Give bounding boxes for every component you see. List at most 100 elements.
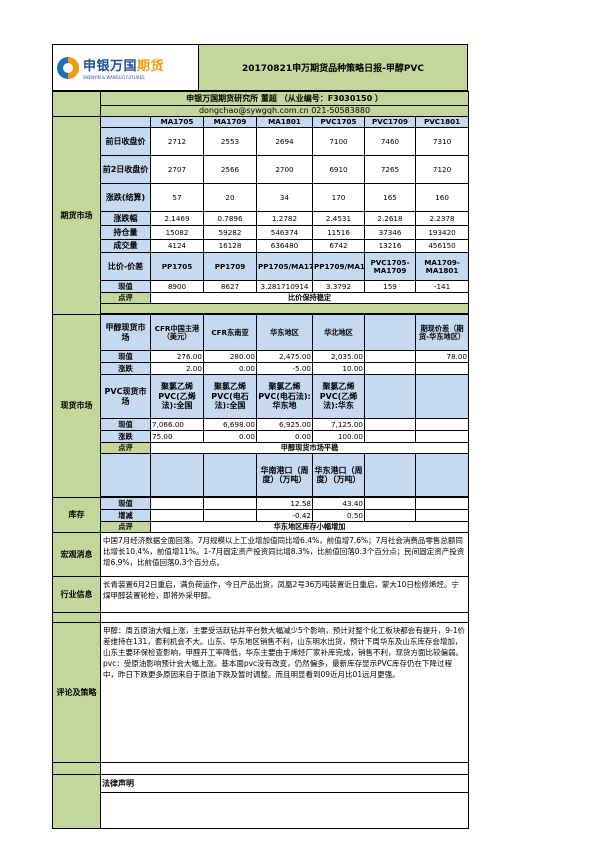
col-header: 聚氯乙烯PVC(电石法):华东地 — [256, 374, 313, 419]
row-label: 涨跌 — [100, 362, 151, 375]
inventory-comment: 华东地区库存小幅增加 — [149, 521, 470, 533]
table-cell: 7265 — [364, 155, 416, 184]
table-cell: 34 — [256, 183, 313, 212]
table-cell: 2712 — [150, 127, 204, 156]
row-label: 前2日收盘价 — [100, 155, 151, 184]
table-cell: 636480 — [256, 239, 313, 253]
table-cell: 2.4531 — [312, 211, 365, 226]
table-cell: 8627 — [203, 280, 257, 293]
section-futures: 期货市场 — [52, 116, 101, 315]
table-cell: 546374 — [256, 225, 313, 240]
table-cell: 6742 — [312, 239, 365, 253]
table-cell: -5.00 — [256, 362, 313, 375]
col-header: PP1705 — [150, 252, 204, 281]
table-cell: 160 — [414, 183, 470, 212]
table-cell: 75.00 — [150, 430, 204, 443]
table-cell: 7100 — [312, 127, 365, 156]
row-label: 现值 — [100, 280, 151, 293]
table-cell: 7310 — [414, 127, 470, 156]
col-header: 期现价差（期货-华东地区） — [414, 314, 470, 351]
table-cell: 2700 — [256, 155, 313, 184]
col-header: PVC1709 — [364, 116, 416, 128]
table-cell: 0.50 — [312, 509, 365, 522]
row-label: 成交量 — [100, 239, 151, 253]
futures-comment: 比价保持稳定 — [149, 292, 470, 304]
table-cell: 6910 — [312, 155, 365, 184]
row-label: 点评 — [100, 521, 151, 533]
table-cell: 15082 — [150, 225, 204, 240]
col-header: 聚氯乙烯PVC(乙烯法):全国 — [150, 374, 204, 419]
table-cell: 2694 — [256, 127, 313, 156]
table-cell: 10.00 — [312, 362, 365, 375]
section-spot: 现货市场 — [52, 314, 101, 498]
spot-comment: 甲醇现货市场平稳 — [149, 442, 470, 454]
table-cell: 13216 — [364, 239, 416, 253]
table-cell: 159 — [364, 280, 416, 293]
section-inventory: 库存 — [52, 497, 101, 533]
col-header: MA1801 — [256, 116, 313, 128]
col-header: CFR东南亚 — [203, 314, 257, 351]
table-cell: 2.1469 — [150, 211, 204, 226]
strategy-methanol: 甲醇：周五原油大幅上涨，主要受活跃钻井平台数大幅减少5个影响，预计对整个化工板块… — [103, 626, 466, 657]
logo-emblem-icon — [57, 56, 79, 79]
table-cell: 78.00 — [414, 350, 470, 363]
table-cell: 1.2782 — [256, 211, 313, 226]
row-label: 现值 — [100, 418, 151, 431]
logo-text-cn: 申银万国期货 — [83, 59, 165, 74]
col-header: CFR中国主港（美元） — [150, 314, 204, 351]
table-cell: 165 — [364, 183, 416, 212]
row-label: 甲醇现货市场 — [100, 314, 151, 351]
col-header: 华东地区 — [256, 314, 313, 351]
table-cell: 276.00 — [150, 350, 204, 363]
table-cell: 3.3792 — [312, 280, 365, 293]
row-label: 比价-价差 — [100, 252, 151, 281]
table-cell: 7,066.00 — [150, 418, 204, 431]
table-cell: 57 — [150, 183, 204, 212]
table-cell: 193420 — [414, 225, 470, 240]
row-label: 涨跌 — [100, 430, 151, 443]
report-table: 申银万国期货研究所 董超 （从业编号：F3030150 ） dongchao@s… — [52, 91, 470, 829]
table-cell: 2.2618 — [364, 211, 416, 226]
table-cell: 2566 — [203, 155, 257, 184]
table-cell: 59282 — [203, 225, 257, 240]
col-header: PP1709/MA1709 — [312, 252, 365, 281]
logo-text-en: SHENYIN & WANGUO FUTURES — [83, 75, 145, 80]
macro-text: 中国7月经济数据全面回落。7月规模以上工业增加值同比增6.4%，前值增7.6%；… — [99, 532, 470, 577]
table-cell: 2.00 — [150, 362, 204, 375]
table-cell: 8900 — [150, 280, 204, 293]
col-header: PVC1705-MA1709 — [364, 252, 416, 281]
col-header: 华北地区 — [312, 314, 365, 351]
section-industry: 行业信息 — [52, 576, 101, 613]
table-cell: 43.40 — [312, 497, 365, 510]
table-cell: 0.00 — [203, 362, 257, 375]
row-label: 点评 — [100, 442, 151, 454]
section-macro: 宏观消息 — [52, 532, 101, 577]
table-cell: -0.42 — [256, 509, 313, 522]
industry-text: 长青装置6月2日重启，满负荷运作，今日产品出货，凤凰2号36万吨装置近日重启，蒙… — [99, 576, 470, 613]
col-header: 聚氯乙烯PVC(电石法):全国 — [203, 374, 257, 419]
table-cell: 11516 — [312, 225, 365, 240]
table-cell: 2553 — [203, 127, 257, 156]
company-logo: 申银万国期货 SHENYIN & WANGUO FUTURES — [53, 45, 199, 90]
legal-heading: 法律声明 — [99, 774, 470, 793]
col-header: PVC1705 — [312, 116, 365, 128]
report-title: 20170821申万期货品种策略日报-甲醇PVC — [241, 64, 424, 74]
info-spacer — [52, 91, 101, 117]
col-header: PP1705/MA1705 — [256, 252, 313, 281]
table-cell: 37346 — [364, 225, 416, 240]
report-header: 申银万国期货 SHENYIN & WANGUO FUTURES 20170821… — [52, 44, 468, 91]
table-cell: 100.00 — [312, 430, 365, 443]
row-label: 增减 — [100, 509, 151, 522]
table-cell: -141 — [414, 280, 470, 293]
table-cell: 4124 — [150, 239, 204, 253]
table-cell: 2,475.00 — [256, 350, 313, 363]
table-cell: 2,035.00 — [312, 350, 365, 363]
table-cell: 0.7896 — [203, 211, 257, 226]
table-cell: 7460 — [364, 127, 416, 156]
table-cell: 12.58 — [256, 497, 313, 510]
strategy-text: 甲醇：周五原油大幅上涨，主要受活跃钻井平台数大幅减少5个影响，预计对整个化工板块… — [99, 622, 470, 763]
table-cell: 0.00 — [203, 430, 257, 443]
col-header: 聚氯乙烯PVC(乙烯法):华东 — [312, 374, 365, 419]
col-header: 华东港口（周度）（万吨） — [312, 453, 365, 497]
row-label: 涨跌幅 — [100, 211, 151, 226]
